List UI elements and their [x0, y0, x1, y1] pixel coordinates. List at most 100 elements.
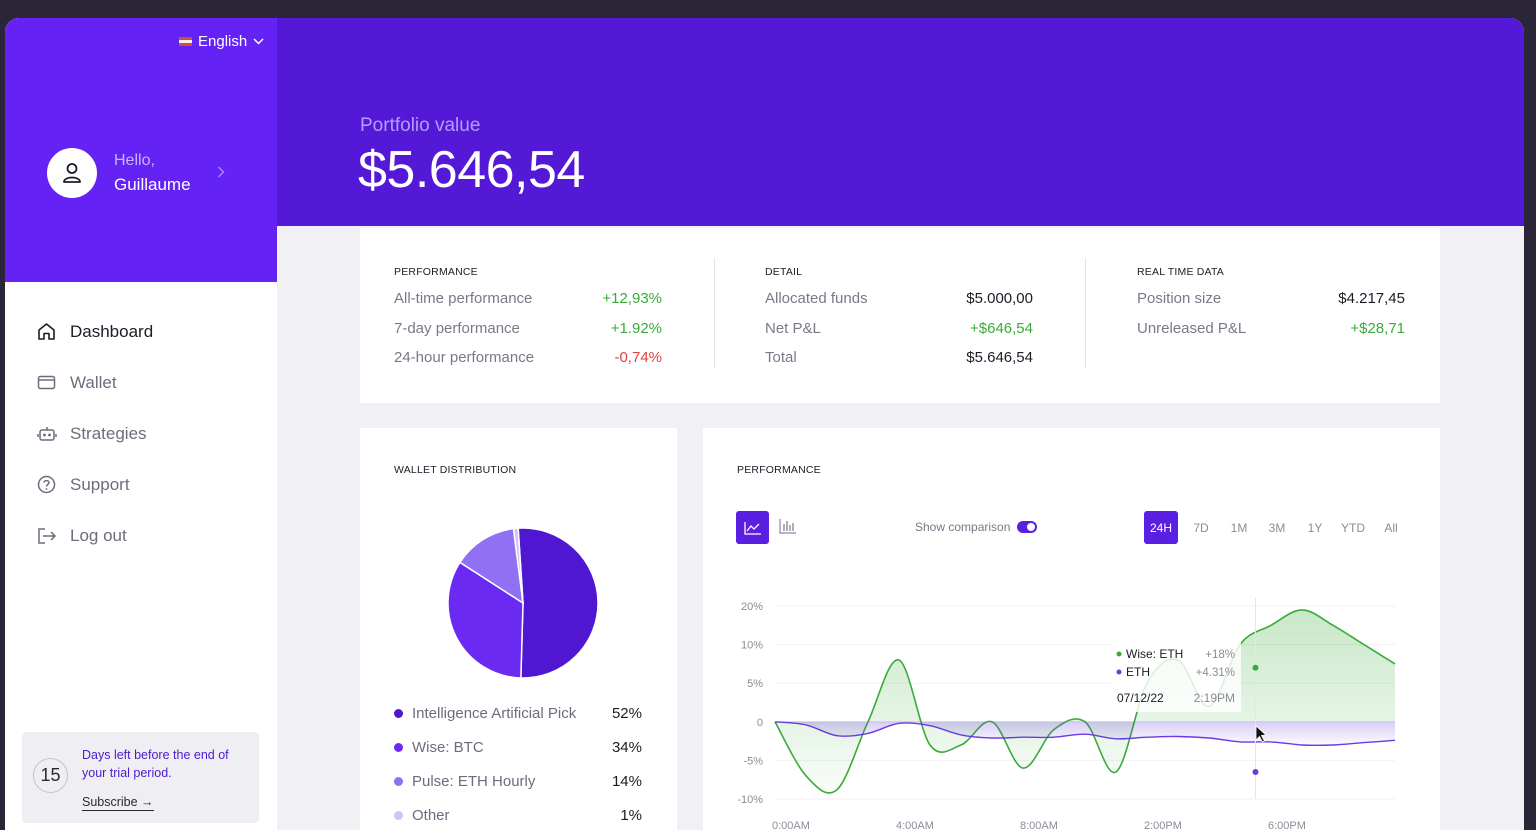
stat-row: Total $5.646,54 [765, 349, 1033, 379]
stat-label: Allocated funds [765, 290, 868, 307]
trial-text: Days left before the end of your trial p… [82, 748, 229, 780]
stat-label: Unreleased P&L [1137, 319, 1247, 337]
x-tick-label: 4:00AM [896, 820, 934, 830]
legend-dot [394, 742, 403, 752]
range-7d[interactable]: 7D [1193, 520, 1209, 535]
user-profile[interactable]: Hello, Guillaume [47, 148, 191, 198]
stat-value: +$646,54 [970, 319, 1033, 337]
tooltip-series-value: +4.31% [1196, 667, 1235, 679]
tooltip-dot [1116, 669, 1122, 675]
divider [714, 258, 715, 368]
detail-stats: DETAIL Allocated funds $5.000,00 Net P&L +… [765, 266, 1033, 379]
legend-label: Other [412, 806, 450, 824]
legend-item: Pulse: ETH Hourly 14% [394, 764, 642, 798]
mouse-cursor-icon [1255, 725, 1267, 743]
legend-dot [394, 776, 403, 786]
home-icon [37, 322, 61, 341]
stat-row: Net P&L +$646,54 [765, 320, 1033, 350]
stat-value: +$28,71 [1350, 319, 1405, 337]
sidebar-item-support[interactable]: Support [37, 459, 153, 510]
range-1y[interactable]: 1Y [1307, 520, 1323, 535]
range-3m[interactable]: 3M [1268, 520, 1286, 535]
tooltip-date: 07/12/22 [1117, 691, 1164, 705]
chevron-right-icon[interactable] [217, 166, 225, 178]
sidebar: English Hello, Guillaume [5, 18, 277, 830]
legend-value: 52% [611, 704, 642, 722]
stat-value: $5.646,54 [966, 349, 1033, 366]
language-label: English [198, 33, 248, 50]
stat-label: 7-day performance [394, 319, 520, 337]
stat-value: +1.92% [610, 319, 662, 337]
wallet-pie-chart [447, 527, 599, 679]
avatar [47, 148, 97, 198]
range-all[interactable]: All [1384, 520, 1398, 535]
y-tick-label: 0 [757, 717, 763, 729]
card-title: PERFORMANCE [737, 464, 821, 476]
sidebar-item-strategies[interactable]: Strategies [37, 408, 153, 459]
tooltip-series-value: +18% [1205, 649, 1235, 661]
performance-card: PERFORMANCE Show comparison 24H 7D 1M 3M… [703, 428, 1440, 830]
stat-value: -0,74% [614, 349, 662, 366]
user-greeting: Hello, Guillaume [114, 149, 191, 197]
legend-value: 34% [611, 738, 642, 756]
stat-label: Position size [1137, 290, 1222, 307]
sidebar-header: English Hello, Guillaume [5, 18, 277, 282]
portfolio-value: $5.646,54 [358, 141, 585, 199]
range-selector: 24H 7D 1M 3M 1Y YTD All [1144, 511, 1410, 544]
stat-label: Net P&L [765, 319, 821, 337]
stat-row: Allocated funds $5.000,00 [765, 290, 1033, 320]
hover-point [1252, 664, 1259, 671]
help-circle-icon [37, 475, 61, 494]
stats-card: PERFORMANCE All-time performance +12,93% … [360, 228, 1440, 403]
user-name: Guillaume [114, 175, 191, 194]
user-icon [63, 163, 81, 183]
line-chart-icon [743, 521, 761, 535]
stat-label: 24-hour performance [394, 349, 535, 366]
stat-value: +12,93% [602, 290, 662, 307]
comparison-toggle[interactable] [1017, 521, 1038, 533]
greeting-text: Hello, [114, 152, 155, 169]
trial-days-counter: 15 [33, 758, 68, 793]
line-chart-toggle[interactable] [736, 511, 769, 544]
uk-flag-icon [179, 37, 192, 46]
chevron-down-icon [253, 38, 264, 45]
pie-slice [517, 527, 599, 679]
realtime-stats: REAL TIME DATA Position size $4.217,45 Un… [1137, 266, 1405, 349]
stat-label: Total [765, 349, 797, 366]
subscribe-link[interactable]: Subscribe → [82, 795, 154, 811]
stat-row: 7-day performance +1.92% [394, 320, 662, 350]
y-tick-label: 20% [741, 601, 763, 613]
language-selector[interactable]: English [179, 33, 264, 50]
stat-row: Unreleased P&L +$28,71 [1137, 320, 1405, 350]
app-window: English Hello, Guillaume [5, 18, 1524, 830]
y-tick-label: -10% [737, 794, 763, 806]
robot-icon [37, 425, 61, 443]
show-comparison-label: Show comparison [915, 520, 1011, 534]
range-ytd[interactable]: YTD [1341, 520, 1365, 535]
sidebar-item-wallet[interactable]: Wallet [37, 357, 153, 408]
portfolio-value-label: Portfolio value [360, 115, 481, 136]
x-tick-label: 8:00AM [1020, 820, 1058, 830]
wallet-distribution-card: WALLET DISTRIBUTION Intelligence Artific… [360, 428, 677, 830]
legend-item: Wise: BTC 34% [394, 730, 642, 764]
bar-chart-icon[interactable] [779, 518, 797, 534]
sidebar-item-dashboard[interactable]: Dashboard [37, 306, 153, 357]
legend-label: Pulse: ETH Hourly [412, 772, 536, 790]
sidebar-item-logout[interactable]: Log out [37, 510, 153, 561]
sidebar-item-label: Dashboard [70, 321, 154, 341]
x-tick-label: 2:00PM [1144, 820, 1182, 830]
series-area [775, 609, 1395, 793]
performance-stats: PERFORMANCE All-time performance +12,93% … [394, 266, 662, 379]
legend-item: Other 1% [394, 798, 642, 830]
range-1m[interactable]: 1M [1230, 520, 1248, 535]
pie-slice [458, 527, 524, 605]
stats-title: DETAIL [765, 266, 803, 278]
divider [1085, 258, 1086, 368]
x-tick-label: 0:00AM [772, 820, 810, 830]
stat-value: $4.217,45 [1338, 290, 1405, 307]
sidebar-nav: Dashboard Wallet Strategies Support [37, 306, 153, 561]
sidebar-item-label: Strategies [70, 423, 147, 443]
range-24h[interactable]: 24H [1144, 511, 1178, 544]
legend-value: 14% [611, 772, 642, 790]
y-tick-label: -5% [743, 755, 763, 767]
